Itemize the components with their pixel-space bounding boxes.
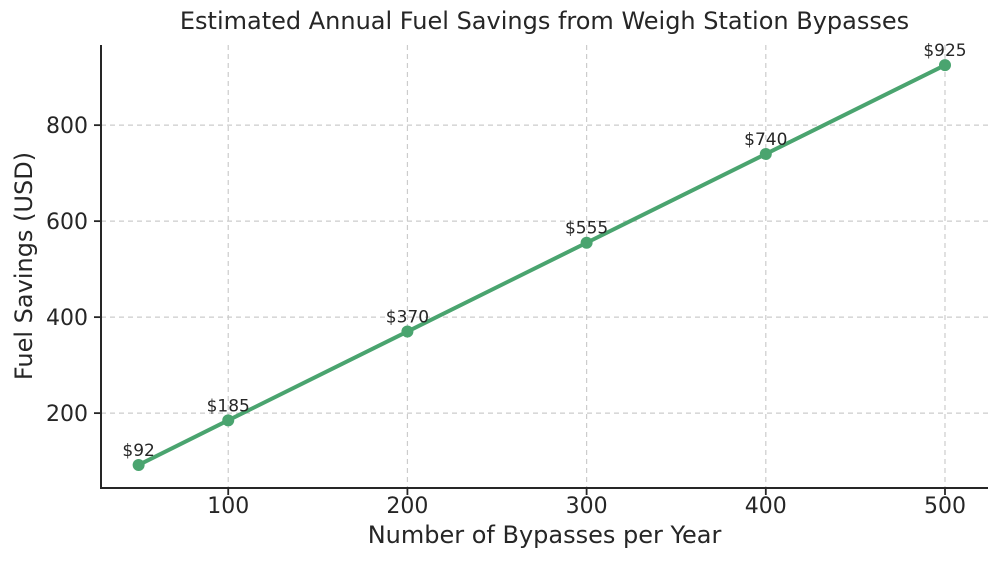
data-point-label: $555 (565, 219, 608, 239)
x-axis-label: Number of Bypasses per Year (367, 521, 722, 549)
trend-line (136, 63, 947, 467)
data-point-label: $925 (923, 41, 966, 61)
data-point-label: $370 (386, 308, 429, 328)
x-tick-label: 200 (386, 494, 428, 519)
data-point-label: $185 (207, 396, 250, 416)
y-tick-label: 400 (46, 306, 88, 331)
data-point (222, 414, 235, 427)
data-point-label: $92 (122, 441, 154, 461)
data-point (132, 458, 145, 471)
chart-title: Estimated Annual Fuel Savings from Weigh… (179, 7, 910, 35)
x-tick-label: 100 (207, 494, 249, 519)
x-tick-label: 500 (924, 494, 966, 519)
data-point (401, 325, 414, 338)
y-tick-label: 800 (46, 114, 88, 139)
data-point (938, 59, 951, 72)
x-tick-label: 400 (745, 494, 787, 519)
y-tick-label: 600 (46, 210, 88, 235)
data-point-label: $740 (744, 130, 787, 150)
y-tick-label: 200 (46, 402, 88, 427)
x-tick-label: 300 (566, 494, 608, 519)
data-point (759, 147, 772, 160)
y-axis-label: Fuel Savings (USD) (10, 151, 38, 381)
data-point (580, 236, 593, 249)
